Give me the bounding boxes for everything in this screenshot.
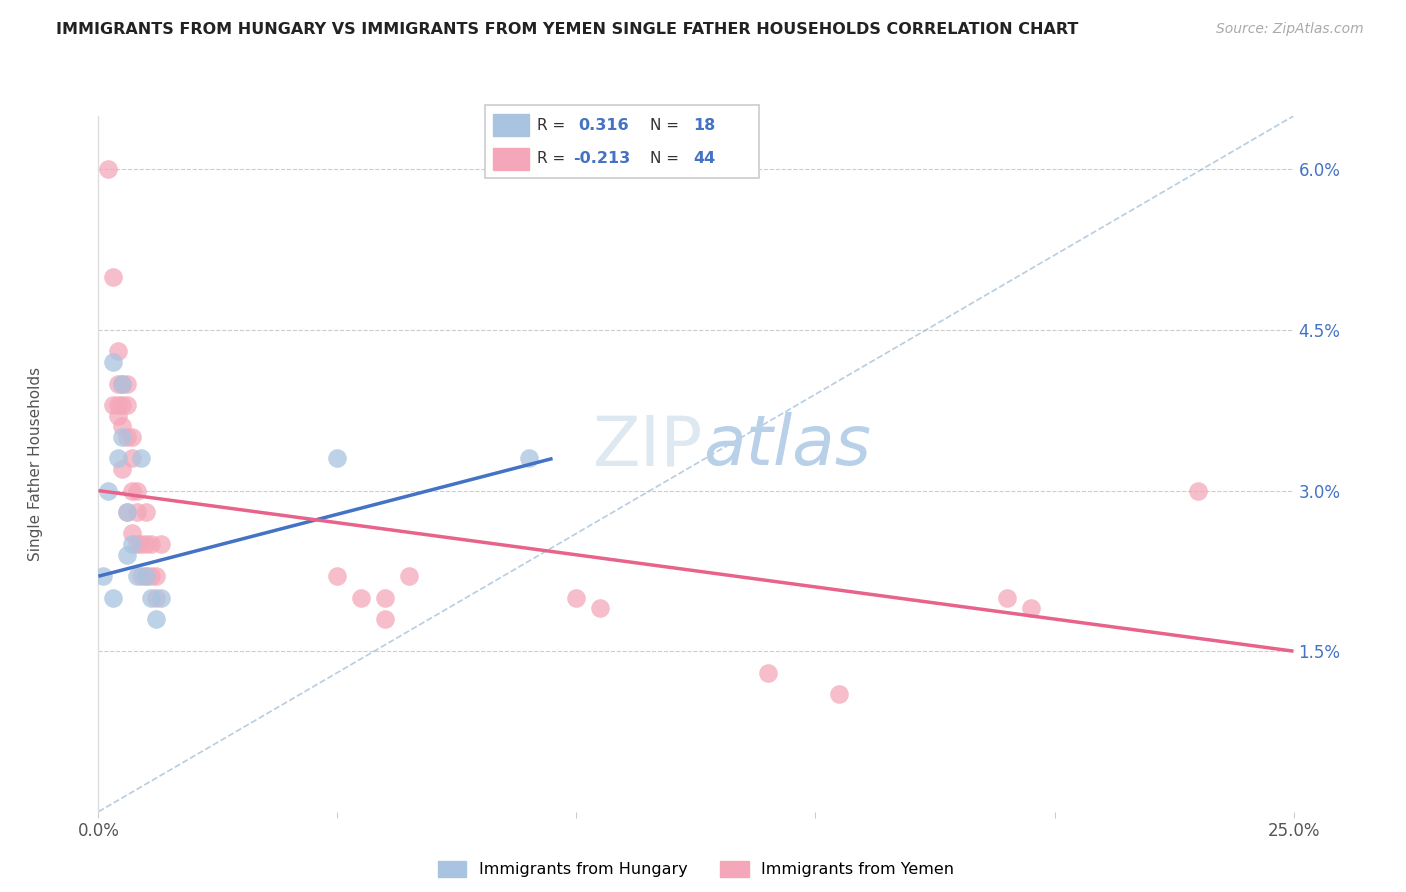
Text: -0.213: -0.213 — [572, 151, 630, 166]
Point — [121, 526, 143, 541]
Bar — [494, 148, 529, 169]
Point — [1019, 601, 1042, 615]
Point — [111, 376, 134, 391]
Text: R =: R = — [537, 151, 565, 166]
Point — [111, 398, 134, 412]
Point — [101, 591, 124, 605]
Text: N =: N = — [650, 151, 679, 166]
FancyBboxPatch shape — [485, 105, 759, 178]
Text: Source: ZipAtlas.com: Source: ZipAtlas.com — [1216, 22, 1364, 37]
Point — [111, 462, 134, 476]
Point — [517, 451, 540, 466]
Point — [350, 591, 373, 605]
Point — [139, 537, 162, 551]
Point — [107, 376, 129, 391]
Point — [589, 601, 612, 615]
Point — [135, 569, 157, 583]
Point — [135, 505, 157, 519]
Point — [131, 537, 153, 551]
Point — [398, 569, 420, 583]
Point — [97, 162, 120, 177]
Text: 0.316: 0.316 — [578, 118, 628, 133]
Point — [828, 687, 851, 701]
Point — [115, 430, 138, 444]
Point — [121, 483, 143, 498]
Point — [101, 398, 124, 412]
Point — [149, 591, 172, 605]
Point — [125, 505, 148, 519]
Point — [121, 430, 143, 444]
Point — [111, 430, 134, 444]
Point — [121, 537, 143, 551]
Text: IMMIGRANTS FROM HUNGARY VS IMMIGRANTS FROM YEMEN SINGLE FATHER HOUSEHOLDS CORREL: IMMIGRANTS FROM HUNGARY VS IMMIGRANTS FR… — [56, 22, 1078, 37]
Point — [107, 451, 129, 466]
Point — [115, 548, 138, 562]
Point — [101, 355, 124, 369]
Point — [125, 537, 148, 551]
Point — [111, 376, 134, 391]
Point — [107, 409, 129, 423]
Point — [107, 344, 129, 359]
Point — [756, 665, 779, 680]
Point — [139, 591, 162, 605]
Point — [97, 483, 120, 498]
Text: Single Father Households: Single Father Households — [28, 367, 42, 561]
Point — [101, 269, 124, 284]
Text: 44: 44 — [693, 151, 716, 166]
Point — [131, 451, 153, 466]
Point — [121, 451, 143, 466]
Point — [111, 419, 134, 434]
Point — [145, 612, 167, 626]
Point — [115, 505, 138, 519]
Point — [115, 376, 138, 391]
Point — [326, 569, 349, 583]
Point — [149, 537, 172, 551]
Legend: Immigrants from Hungary, Immigrants from Yemen: Immigrants from Hungary, Immigrants from… — [432, 855, 960, 884]
Point — [145, 569, 167, 583]
Point — [115, 505, 138, 519]
Text: ZIP: ZIP — [593, 412, 703, 480]
Point — [91, 569, 114, 583]
Text: R =: R = — [537, 118, 565, 133]
Point — [139, 569, 162, 583]
Point — [135, 537, 157, 551]
Point — [131, 569, 153, 583]
Point — [565, 591, 588, 605]
Point — [374, 591, 396, 605]
Point — [1187, 483, 1209, 498]
Bar — [494, 114, 529, 136]
Point — [125, 483, 148, 498]
Point — [135, 569, 157, 583]
Point — [326, 451, 349, 466]
Text: 18: 18 — [693, 118, 716, 133]
Point — [115, 398, 138, 412]
Point — [125, 569, 148, 583]
Text: N =: N = — [650, 118, 679, 133]
Point — [107, 398, 129, 412]
Text: atlas: atlas — [703, 412, 870, 480]
Point — [374, 612, 396, 626]
Point — [145, 591, 167, 605]
Point — [995, 591, 1018, 605]
